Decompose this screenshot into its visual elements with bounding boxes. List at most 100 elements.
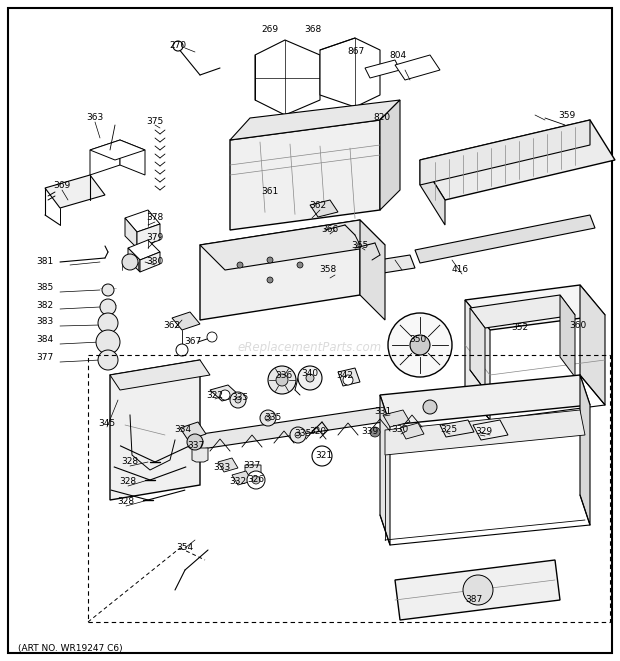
Polygon shape: [580, 285, 605, 405]
Text: 269: 269: [262, 26, 278, 34]
Circle shape: [463, 575, 493, 605]
Circle shape: [298, 366, 322, 390]
Text: 384: 384: [37, 336, 53, 344]
Text: 342: 342: [337, 371, 353, 379]
Circle shape: [187, 434, 203, 450]
Text: 352: 352: [512, 323, 529, 332]
Text: 339: 339: [361, 428, 379, 436]
Circle shape: [388, 313, 452, 377]
Polygon shape: [420, 120, 615, 200]
Text: 366: 366: [321, 225, 339, 235]
Polygon shape: [210, 385, 240, 401]
Polygon shape: [230, 100, 400, 140]
Text: 369: 369: [53, 180, 71, 190]
Text: 365: 365: [352, 241, 369, 251]
Text: 362: 362: [164, 321, 180, 329]
Text: 375: 375: [146, 116, 164, 126]
Circle shape: [230, 392, 246, 408]
Circle shape: [252, 476, 260, 484]
Text: 328: 328: [122, 457, 138, 467]
Circle shape: [235, 397, 241, 403]
Text: 345: 345: [99, 418, 115, 428]
Text: 328: 328: [117, 498, 135, 506]
Circle shape: [98, 350, 118, 370]
Text: 867: 867: [347, 48, 365, 56]
Circle shape: [176, 344, 188, 356]
Text: 270: 270: [169, 40, 187, 50]
Text: 325: 325: [440, 426, 458, 434]
Text: 336: 336: [275, 371, 293, 379]
Circle shape: [306, 374, 314, 382]
Polygon shape: [128, 240, 160, 260]
Text: 820: 820: [373, 114, 391, 122]
Polygon shape: [380, 395, 390, 545]
Polygon shape: [473, 420, 508, 440]
Text: 416: 416: [451, 266, 469, 274]
Text: 367: 367: [184, 338, 202, 346]
Text: 380: 380: [146, 256, 164, 266]
Circle shape: [260, 410, 276, 426]
Polygon shape: [383, 410, 410, 427]
Polygon shape: [128, 248, 140, 272]
Polygon shape: [415, 215, 595, 263]
Circle shape: [297, 262, 303, 268]
Text: 378: 378: [146, 214, 164, 223]
Circle shape: [295, 432, 301, 438]
Polygon shape: [380, 375, 590, 425]
Polygon shape: [232, 471, 252, 485]
Text: 320: 320: [309, 428, 327, 436]
Polygon shape: [465, 285, 605, 330]
Polygon shape: [45, 175, 105, 208]
Text: 382: 382: [37, 301, 53, 309]
Text: 328: 328: [120, 477, 136, 486]
Polygon shape: [320, 38, 380, 107]
Polygon shape: [192, 448, 208, 462]
Circle shape: [237, 262, 243, 268]
Polygon shape: [385, 410, 585, 455]
Text: (ART NO. WR19247 C6): (ART NO. WR19247 C6): [18, 644, 123, 652]
Polygon shape: [365, 60, 400, 78]
Text: 379: 379: [146, 233, 164, 241]
Circle shape: [410, 335, 430, 355]
Polygon shape: [200, 220, 360, 320]
Text: 383: 383: [37, 317, 53, 327]
Polygon shape: [180, 422, 206, 440]
Circle shape: [173, 41, 183, 51]
Polygon shape: [200, 220, 385, 270]
Polygon shape: [395, 55, 440, 80]
Polygon shape: [560, 295, 575, 377]
Text: 377: 377: [37, 354, 53, 362]
Polygon shape: [230, 120, 380, 230]
Circle shape: [290, 427, 306, 443]
Polygon shape: [395, 560, 560, 620]
Circle shape: [312, 446, 332, 466]
Polygon shape: [110, 360, 200, 500]
Text: 334: 334: [174, 426, 192, 434]
Polygon shape: [110, 360, 210, 390]
Circle shape: [267, 277, 273, 283]
Text: 337: 337: [244, 461, 260, 471]
Text: 337: 337: [187, 442, 205, 451]
Polygon shape: [125, 218, 137, 248]
Text: 387: 387: [466, 596, 482, 605]
Polygon shape: [440, 420, 474, 437]
Text: 381: 381: [37, 256, 53, 266]
Polygon shape: [470, 308, 485, 390]
Circle shape: [343, 375, 353, 385]
Polygon shape: [245, 465, 261, 479]
Text: 335: 335: [294, 428, 312, 438]
Text: 362: 362: [309, 200, 327, 210]
Circle shape: [370, 427, 380, 437]
Circle shape: [98, 313, 118, 333]
Circle shape: [96, 330, 120, 354]
Polygon shape: [400, 423, 424, 439]
Text: 330: 330: [391, 426, 409, 434]
Polygon shape: [137, 224, 160, 248]
Text: 359: 359: [559, 110, 575, 120]
Polygon shape: [470, 295, 575, 328]
Polygon shape: [120, 140, 145, 175]
Text: 340: 340: [301, 369, 319, 379]
Polygon shape: [90, 140, 120, 175]
Text: 354: 354: [177, 543, 193, 553]
Polygon shape: [380, 100, 400, 210]
